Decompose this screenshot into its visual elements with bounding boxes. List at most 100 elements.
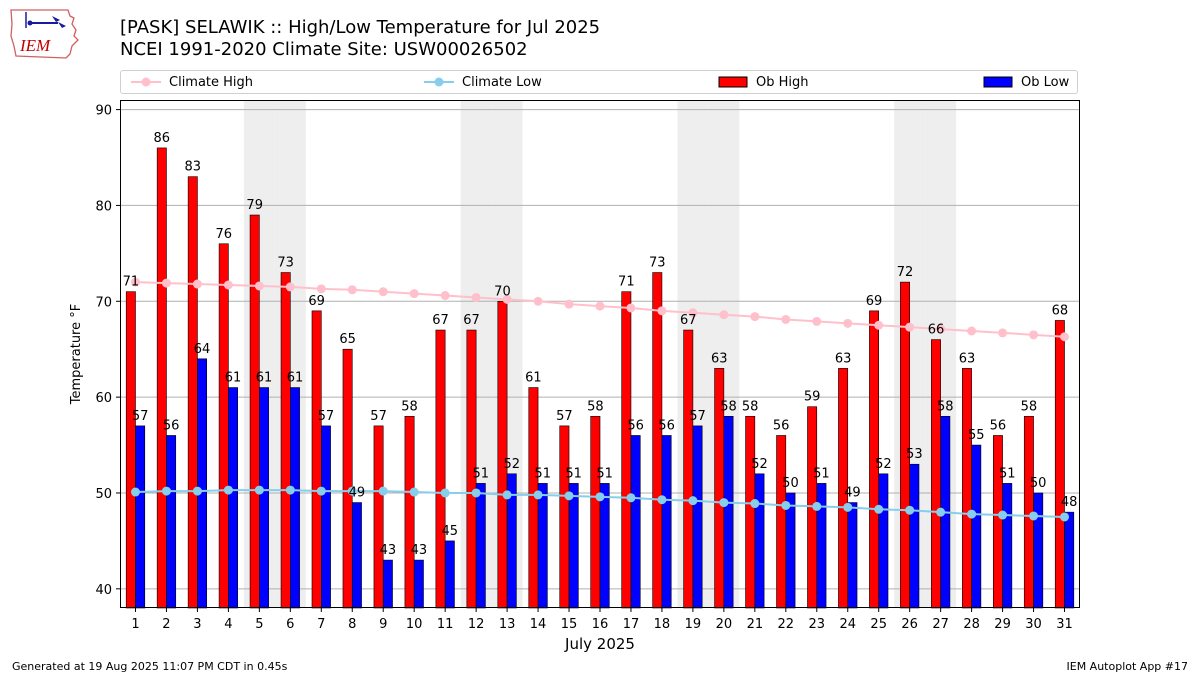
ob-low-label: 55 (968, 428, 985, 443)
ob-high-bar (280, 272, 291, 609)
logo-text: IEM (19, 36, 51, 55)
ob-low-label: 51 (565, 466, 582, 481)
climate-high-point (223, 280, 233, 290)
x-tick-label: 15 (561, 617, 578, 632)
ob-high-label: 70 (494, 284, 511, 299)
ob-high-label: 86 (154, 131, 171, 146)
ob-high-label: 69 (308, 294, 325, 309)
ob-low-bar (166, 435, 177, 609)
ob-low-label: 51 (596, 466, 613, 481)
x-tick-label: 31 (1056, 617, 1073, 632)
x-tick-label: 24 (839, 617, 856, 632)
climate-low-point (905, 505, 915, 515)
ob-low-bar (692, 425, 703, 609)
x-tick-label: 27 (932, 617, 949, 632)
ob-low-label: 43 (411, 543, 428, 558)
x-tick-label: 1 (131, 617, 139, 632)
climate-low-point (626, 493, 636, 503)
plot-frame (120, 100, 1080, 608)
ob-high-label: 66 (928, 323, 945, 338)
x-tick-label: 4 (224, 617, 232, 632)
climate-high-point (316, 284, 326, 294)
climate-low-point (595, 492, 605, 502)
ob-high-label: 58 (401, 399, 418, 414)
ob-high-bar (249, 214, 260, 609)
climate-high-point (781, 314, 791, 324)
ob-high-label: 65 (339, 332, 356, 347)
ob-high-label: 56 (773, 418, 790, 433)
x-tick-label: 28 (963, 617, 980, 632)
ob-high-bar (125, 291, 136, 609)
climate-high-point (409, 289, 419, 299)
ob-low-bar (816, 483, 827, 609)
ob-low-bar (259, 387, 269, 609)
ob-high-bar (683, 329, 694, 609)
climate-high-point (936, 324, 946, 334)
climate-high-point (812, 316, 822, 326)
chart-subtitle: NCEI 1991-2020 Climate Site: USW00026502 (120, 39, 528, 60)
climate-high-point (1060, 332, 1070, 342)
x-tick-label: 23 (809, 617, 826, 632)
x-tick-label: 11 (437, 617, 454, 632)
ob-high-label: 56 (990, 418, 1007, 433)
climate-low-point (812, 501, 822, 511)
ob-high-label: 71 (123, 275, 140, 290)
ob-low-bar (847, 502, 858, 609)
ob-high-bar (992, 435, 1003, 609)
legend-label: Ob Low (1021, 74, 1070, 90)
climate-high-point (192, 279, 202, 289)
climate-low-point (1060, 512, 1070, 522)
ob-low-label: 56 (658, 418, 675, 433)
climate-low-point (533, 490, 543, 500)
climate-low-point (657, 495, 667, 505)
climate-low-point (967, 509, 977, 519)
ob-high-bar (559, 425, 570, 609)
ob-high-bar (404, 416, 415, 609)
ob-low-bar (1002, 483, 1013, 609)
climate-low-point (564, 491, 574, 501)
climate-high-point (1029, 330, 1039, 340)
x-tick-label: 2 (162, 617, 170, 632)
legend-ob-high: Ob High (718, 71, 809, 93)
ob-low-bar (568, 483, 579, 609)
ob-low-bar (785, 492, 796, 609)
x-tick-label: 9 (379, 617, 387, 632)
ob-low-label: 43 (380, 543, 397, 558)
ob-low-label: 45 (442, 524, 459, 539)
climate-high-point (719, 310, 729, 320)
ob-low-label: 49 (349, 486, 366, 501)
ob-low-label: 49 (844, 486, 861, 501)
x-tick-label: 12 (468, 617, 485, 632)
legend-climate-high: Climate High (131, 71, 253, 93)
footer-app: IEM Autoplot App #17 (1066, 660, 1189, 673)
ob-high-bar (218, 243, 229, 609)
ob-low-bar (320, 425, 331, 609)
ob-low-bar (878, 473, 889, 609)
ob-high-bar (652, 272, 663, 609)
climate-low-point (750, 499, 760, 509)
ob-low-bar (413, 559, 424, 609)
ob-low-bar (661, 435, 672, 609)
ob-low-bar (228, 387, 238, 609)
x-tick-label: 8 (348, 617, 356, 632)
bar-value-labels: 71 57 86 56 83 64 76 61 79 61 73 61 69 57 65 49 57 43 58 43… (123, 131, 1078, 558)
x-tick-label: 6 (286, 617, 294, 632)
x-tick-label: 3 (193, 617, 201, 632)
ob-high-label: 63 (835, 351, 852, 366)
x-tick-label: 22 (778, 617, 795, 632)
climate-high-point (657, 306, 667, 316)
ob-high-label: 69 (866, 294, 883, 309)
ob-high-label: 67 (680, 313, 697, 328)
climate-high-point (626, 303, 636, 313)
ob-low-bar (444, 540, 455, 609)
ob-low-label: 61 (287, 371, 304, 386)
ob-high-label: 72 (897, 265, 914, 280)
ob-low-bar (382, 559, 393, 609)
ob-low-label: 51 (813, 466, 830, 481)
legend-ob-low: Ob Low (983, 71, 1069, 93)
climate-high-point (688, 308, 698, 318)
legend-line-marker-icon (424, 77, 454, 87)
climate-low-point (688, 496, 698, 506)
